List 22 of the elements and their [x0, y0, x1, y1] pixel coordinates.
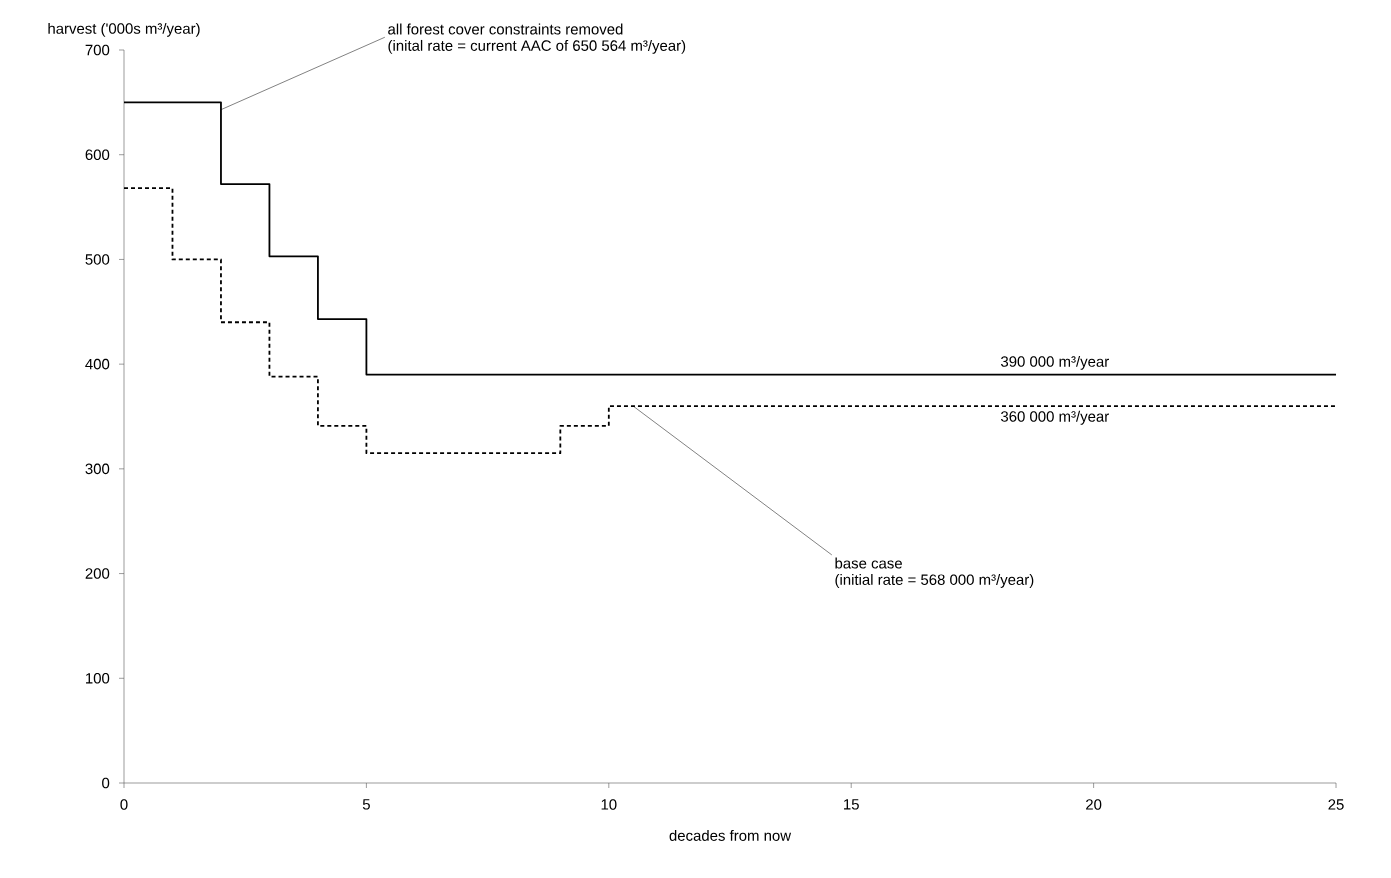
y-tick-label: 200: [85, 568, 110, 579]
x-tick-label: 20: [1086, 799, 1102, 810]
y-tick-label: 600: [85, 149, 110, 160]
x-tick-label: 10: [601, 799, 617, 810]
x-tick-label: 5: [362, 799, 370, 810]
x-tick-label: 0: [120, 799, 128, 810]
y-tick-label: 400: [85, 358, 110, 370]
annotation: 390 000 m³/year: [1000, 355, 1109, 370]
x-tick-label: 25: [1328, 799, 1344, 810]
annotation: (inital rate = current AAC of 650 564 m³/year): [388, 39, 686, 54]
y-tick-label: 300: [85, 463, 110, 475]
annotation: base case: [835, 557, 902, 569]
y-tick-label: 100: [86, 672, 110, 684]
y-axis-title: harvest ('000s m³/year): [48, 22, 200, 37]
annotation: (initial rate = 568 000 m³/year): [835, 573, 1034, 588]
x-tick-label: 15: [844, 799, 859, 810]
annotation: all forest cover constraints removed: [388, 23, 623, 35]
annotation: 360 000 m³/year: [1000, 410, 1109, 425]
y-tick-label: 500: [85, 254, 110, 265]
y-tick-label: 0: [102, 777, 110, 789]
x-axis-title: decades from now: [669, 829, 792, 841]
y-tick-label: 700: [85, 44, 110, 56]
